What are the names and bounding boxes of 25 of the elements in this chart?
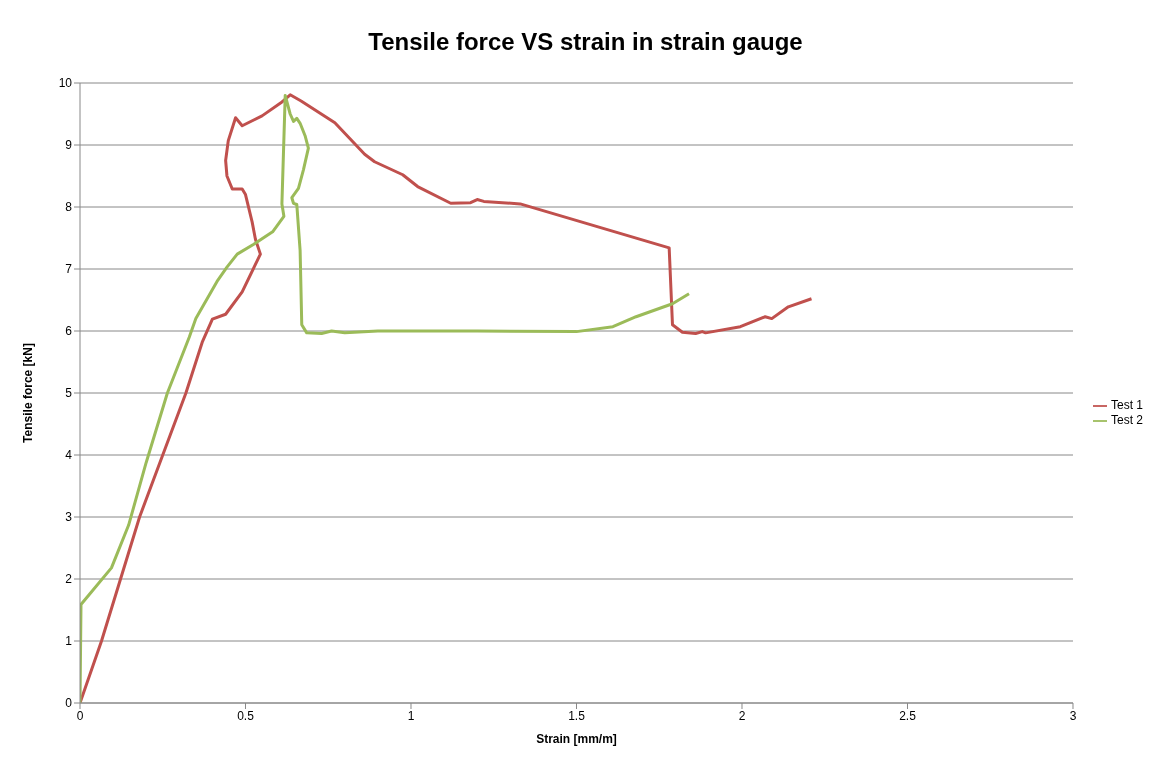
x-tick-label: 3: [1069, 708, 1077, 723]
x-tick-label: 2.5: [899, 708, 917, 723]
y-tick-label: 5: [65, 386, 73, 401]
chart-title: Tensile force VS strain in strain gauge: [367, 27, 804, 57]
line-series: [80, 93, 691, 703]
y-tick-label: 9: [65, 138, 73, 153]
y-tick-label: 8: [65, 200, 73, 215]
x-tick-label: 1: [407, 708, 415, 723]
line-series: [80, 93, 813, 703]
x-tick-label: 0.5: [237, 708, 255, 723]
x-tick-label: 0: [76, 708, 84, 723]
y-tick-label: 3: [65, 510, 73, 525]
x-tick-label: 1.5: [568, 708, 586, 723]
y-tick-label: 4: [65, 448, 73, 463]
legend-label: Test 2: [1110, 413, 1143, 427]
y-tick-label: 7: [65, 262, 73, 277]
y-tick-label: 0: [65, 696, 73, 711]
y-tick-label: 6: [65, 324, 73, 339]
legend-label: Test 1: [1110, 398, 1143, 413]
y-axis-title: Tensile force [kN]: [21, 343, 36, 443]
x-tick-label: 2: [738, 708, 746, 723]
y-tick-label: 2: [65, 572, 73, 587]
x-axis-title: Strain [mm/m]: [536, 732, 617, 746]
y-tick-label: 10: [58, 76, 73, 91]
y-tick-label: 1: [65, 634, 73, 649]
